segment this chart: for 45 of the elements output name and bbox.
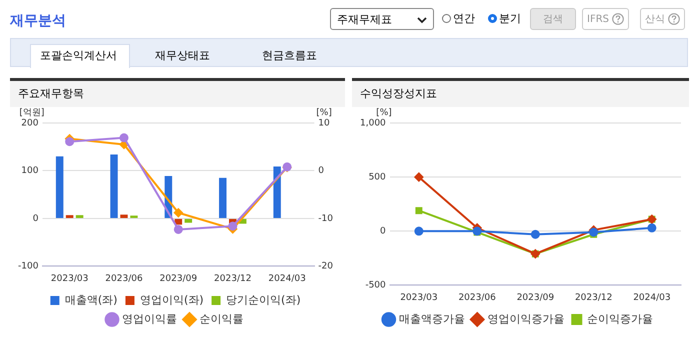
y-tick-label: 1,000 xyxy=(360,118,386,128)
x-tick-label: 2023/06 xyxy=(105,274,143,284)
y2-tick-label: 0 xyxy=(318,166,324,176)
text: 연간 xyxy=(452,11,475,26)
x-tick-label: 2023/12 xyxy=(214,274,252,284)
x-tick-label: 2023/12 xyxy=(574,292,612,303)
y-tick-label: 200 xyxy=(21,118,39,128)
y-axis-title: [%] xyxy=(376,108,392,118)
y2-tick-label: -10 xyxy=(318,214,334,224)
chart-title: 주요재무항목 xyxy=(10,81,345,107)
text: 재무상태표 xyxy=(155,48,210,64)
x-tick-label: 2023/06 xyxy=(458,292,496,303)
y-tick-label: 100 xyxy=(21,166,39,176)
legend-label: 순이익증가율 xyxy=(586,312,653,326)
y-tick-label: 0 xyxy=(32,214,39,224)
legend-label: 매출액증가율 xyxy=(398,312,465,326)
text: 주재무제표 xyxy=(330,8,434,30)
legend-label: 영업이익(좌) xyxy=(140,293,204,306)
x-tick-label: 2024/03 xyxy=(633,292,671,303)
text: 현금흐름표 xyxy=(262,48,317,64)
x-tick-label: 2023/09 xyxy=(160,274,198,284)
y2-tick-label: 10 xyxy=(318,118,330,128)
legend-label: 순이익률 xyxy=(200,312,244,326)
legend-label: 영업이익증가율 xyxy=(487,312,564,326)
y-tick-label: 0 xyxy=(380,226,386,236)
y-tick-label: 500 xyxy=(368,172,386,182)
text: 검색 xyxy=(530,8,576,30)
legend-label: 매출액(좌) xyxy=(64,293,118,306)
legend-label: 당기순이익(좌) xyxy=(226,293,301,306)
chart-title: 수익성장성지표 xyxy=(352,81,689,107)
y2-tick-label: -20 xyxy=(318,262,334,272)
y2-axis-title: [%] xyxy=(316,108,332,118)
y-axis-title: [억원] xyxy=(19,108,44,118)
y-tick-label: -500 xyxy=(365,280,386,291)
x-tick-label: 2023/03 xyxy=(50,274,88,284)
text: IFRS xyxy=(582,8,629,30)
text: 재무분석 xyxy=(10,12,66,30)
x-tick-label: 2023/09 xyxy=(516,292,554,303)
legend-label: 영업이익률 xyxy=(122,312,177,326)
y-tick-label: -100 xyxy=(18,262,39,272)
text: 포괄손익계산서 xyxy=(40,48,117,64)
text: 산식 xyxy=(640,8,685,30)
x-tick-label: 2024/03 xyxy=(268,274,306,284)
x-tick-label: 2023/03 xyxy=(400,292,438,303)
text: 분기 xyxy=(498,11,521,26)
